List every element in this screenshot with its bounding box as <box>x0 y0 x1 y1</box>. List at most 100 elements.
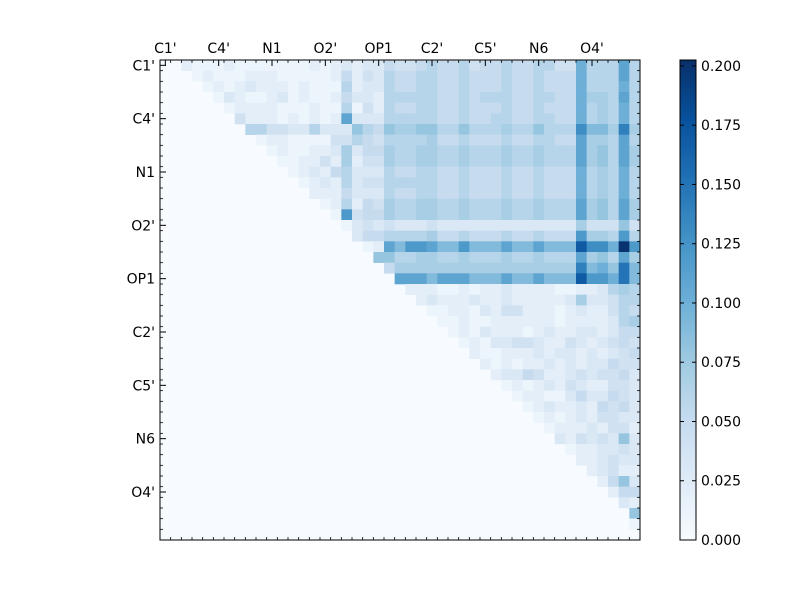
heatmap-cell <box>448 220 459 231</box>
heatmap-cell <box>629 465 641 477</box>
heatmap-cell <box>437 60 449 71</box>
heatmap-cell <box>373 209 385 221</box>
heatmap-cell <box>512 60 523 71</box>
heatmap-cell <box>480 134 491 146</box>
heatmap-cell <box>512 273 523 285</box>
heatmap-cell <box>576 70 587 82</box>
heatmap-cell <box>565 380 577 391</box>
heatmap-cell <box>394 134 406 146</box>
heatmap-cell <box>458 177 470 189</box>
heatmap-cell <box>565 241 577 253</box>
heatmap-cell <box>394 241 406 253</box>
heatmap-cell <box>480 305 491 317</box>
heatmap-cell <box>618 241 630 253</box>
heatmap-cell <box>618 92 630 103</box>
heatmap-cell <box>469 92 481 103</box>
heatmap-cell <box>576 326 587 338</box>
heatmap-cell <box>522 188 534 199</box>
heatmap-cell <box>384 241 395 253</box>
heatmap-cell <box>554 422 566 434</box>
heatmap-cell <box>469 294 481 306</box>
heatmap-cell <box>522 326 534 338</box>
heatmap-cell <box>330 102 342 114</box>
heatmap-cell <box>405 166 417 178</box>
heatmap-cell <box>373 188 385 199</box>
heatmap-cell <box>576 444 587 455</box>
heatmap-cell <box>618 124 630 135</box>
heatmap-cell <box>309 60 321 71</box>
heatmap-cell <box>565 444 577 455</box>
heatmap-cell <box>576 113 587 125</box>
heatmap-cell <box>405 188 417 199</box>
heatmap-cell <box>330 188 342 199</box>
heatmap-cell <box>629 156 641 167</box>
heatmap-cell <box>618 358 630 370</box>
heatmap-cell <box>320 81 331 93</box>
heatmap-cell <box>362 81 374 93</box>
x-tick-label: N1 <box>262 41 281 57</box>
heatmap-cell <box>501 198 513 210</box>
heatmap-cell <box>501 273 513 285</box>
heatmap-cell <box>352 81 363 93</box>
heatmap-cell <box>490 209 502 221</box>
heatmap-cell <box>512 337 523 349</box>
heatmap-cell <box>597 380 609 391</box>
heatmap-cell <box>522 220 534 231</box>
heatmap-cell <box>448 273 459 285</box>
heatmap-cell <box>618 252 630 263</box>
y-tick-label: C1' <box>132 58 155 74</box>
heatmap-cell <box>480 81 491 93</box>
heatmap-cell <box>437 102 449 114</box>
heatmap-cell <box>352 92 363 103</box>
heatmap-cell <box>586 102 598 114</box>
heatmap-cell <box>213 70 225 82</box>
heatmap-cell <box>469 262 481 274</box>
heatmap-cell <box>618 433 630 445</box>
heatmap-cell <box>565 145 577 157</box>
heatmap-cell <box>309 166 321 178</box>
heatmap-cell <box>629 273 641 285</box>
heatmap-cell <box>277 92 289 103</box>
heatmap-cell <box>192 70 203 82</box>
heatmap-cell <box>629 209 641 221</box>
heatmap-cell <box>480 252 491 263</box>
heatmap-cell <box>309 70 321 82</box>
heatmap-cell <box>565 92 577 103</box>
heatmap-cell <box>288 156 299 167</box>
heatmap-cell <box>458 220 470 231</box>
heatmap-cell <box>554 401 566 413</box>
heatmap-cell <box>437 92 449 103</box>
heatmap-cell <box>490 198 502 210</box>
heatmap-cell <box>565 252 577 263</box>
heatmap-cell <box>288 145 299 157</box>
heatmap-cell <box>288 81 299 93</box>
heatmap-cell <box>320 134 331 146</box>
heatmap-cell <box>266 70 278 82</box>
heatmap-cell <box>608 433 619 445</box>
heatmap-cell <box>565 134 577 146</box>
heatmap-cell <box>416 209 427 221</box>
heatmap-cell <box>394 113 406 125</box>
heatmap-cell <box>458 305 470 317</box>
heatmap-cell <box>394 70 406 82</box>
heatmap-cell <box>245 92 257 103</box>
heatmap-cell <box>586 454 598 466</box>
heatmap-cell <box>565 262 577 274</box>
heatmap-cell <box>405 92 417 103</box>
heatmap-cell <box>501 305 513 317</box>
heatmap-cell <box>458 337 470 349</box>
heatmap-cell <box>533 348 545 359</box>
heatmap-cell <box>256 124 267 135</box>
heatmap-cell <box>341 124 353 135</box>
heatmap-cell <box>608 166 619 178</box>
heatmap-cell <box>554 145 566 157</box>
heatmap-cell <box>469 113 481 125</box>
heatmap-cell <box>298 166 310 178</box>
heatmap-cell <box>448 241 459 253</box>
heatmap-cell <box>501 252 513 263</box>
heatmap-cell <box>618 412 630 423</box>
heatmap-cell <box>586 113 598 125</box>
heatmap-cell <box>608 134 619 146</box>
heatmap-cell <box>512 156 523 167</box>
heatmap-cell <box>586 252 598 263</box>
